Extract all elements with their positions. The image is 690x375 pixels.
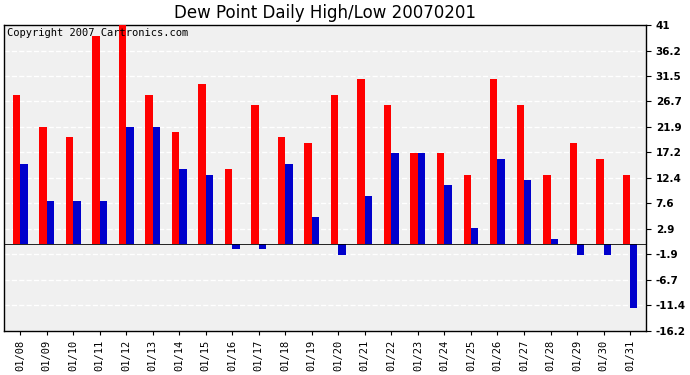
- Bar: [391, 153, 399, 244]
- Bar: [92, 36, 99, 244]
- Bar: [66, 137, 73, 244]
- Bar: [233, 244, 239, 249]
- Bar: [490, 78, 497, 244]
- Bar: [411, 153, 418, 244]
- Bar: [152, 127, 160, 244]
- Bar: [259, 244, 266, 249]
- Bar: [338, 244, 346, 255]
- Bar: [630, 244, 638, 308]
- Bar: [225, 169, 233, 244]
- Bar: [524, 180, 531, 244]
- Bar: [39, 127, 47, 244]
- Bar: [384, 105, 391, 244]
- Bar: [604, 244, 611, 255]
- Bar: [73, 201, 81, 244]
- Bar: [418, 153, 425, 244]
- Bar: [357, 78, 365, 244]
- Bar: [444, 185, 452, 244]
- Bar: [206, 175, 213, 244]
- Bar: [517, 105, 524, 244]
- Bar: [577, 244, 584, 255]
- Bar: [464, 175, 471, 244]
- Bar: [179, 169, 186, 244]
- Bar: [437, 153, 444, 244]
- Bar: [622, 175, 630, 244]
- Bar: [304, 142, 312, 244]
- Bar: [198, 84, 206, 244]
- Bar: [126, 127, 134, 244]
- Bar: [596, 159, 604, 244]
- Bar: [312, 217, 319, 244]
- Bar: [172, 132, 179, 244]
- Bar: [47, 201, 54, 244]
- Bar: [331, 94, 338, 244]
- Bar: [285, 164, 293, 244]
- Bar: [99, 201, 107, 244]
- Text: Copyright 2007 Cartronics.com: Copyright 2007 Cartronics.com: [8, 28, 188, 38]
- Bar: [471, 228, 478, 244]
- Bar: [20, 164, 28, 244]
- Bar: [12, 94, 20, 244]
- Bar: [570, 142, 577, 244]
- Bar: [365, 196, 373, 244]
- Bar: [551, 239, 558, 244]
- Bar: [497, 159, 505, 244]
- Bar: [119, 25, 126, 244]
- Bar: [251, 105, 259, 244]
- Bar: [146, 94, 152, 244]
- Title: Dew Point Daily High/Low 20070201: Dew Point Daily High/Low 20070201: [174, 4, 476, 22]
- Bar: [278, 137, 285, 244]
- Bar: [543, 175, 551, 244]
